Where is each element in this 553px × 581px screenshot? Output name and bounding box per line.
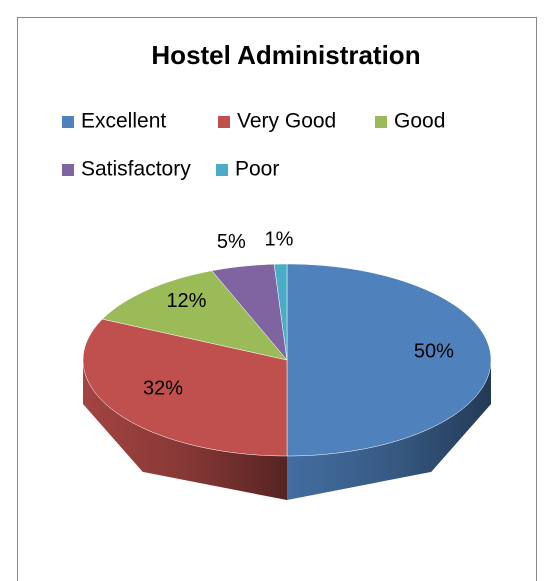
legend-swatch [62,116,74,128]
pie-slice-side-shade [83,360,287,500]
pie-slice [101,270,288,361]
data-label: 1% [265,228,294,250]
data-label: 50% [414,340,454,362]
legend-swatch [218,116,230,128]
pie-slice [211,263,288,361]
data-label: 32% [143,377,183,399]
data-label: 12% [166,290,206,312]
pie-slice [286,263,492,457]
legend-label: Satisfactory [81,158,191,181]
chart-title: Hostel Administration [151,40,420,70]
legend-label: Poor [235,158,279,181]
legend-label: Good [394,110,445,133]
legend-swatch [62,164,74,176]
legend-swatch [216,164,228,176]
data-label: 5% [217,231,246,253]
legend-swatch [375,116,387,128]
pie-slice [82,318,288,457]
legend-label: Very Good [237,110,336,133]
pie-slice [273,263,288,361]
pie-slice-side-shade [287,360,491,500]
legend-label: Excellent [81,110,166,133]
